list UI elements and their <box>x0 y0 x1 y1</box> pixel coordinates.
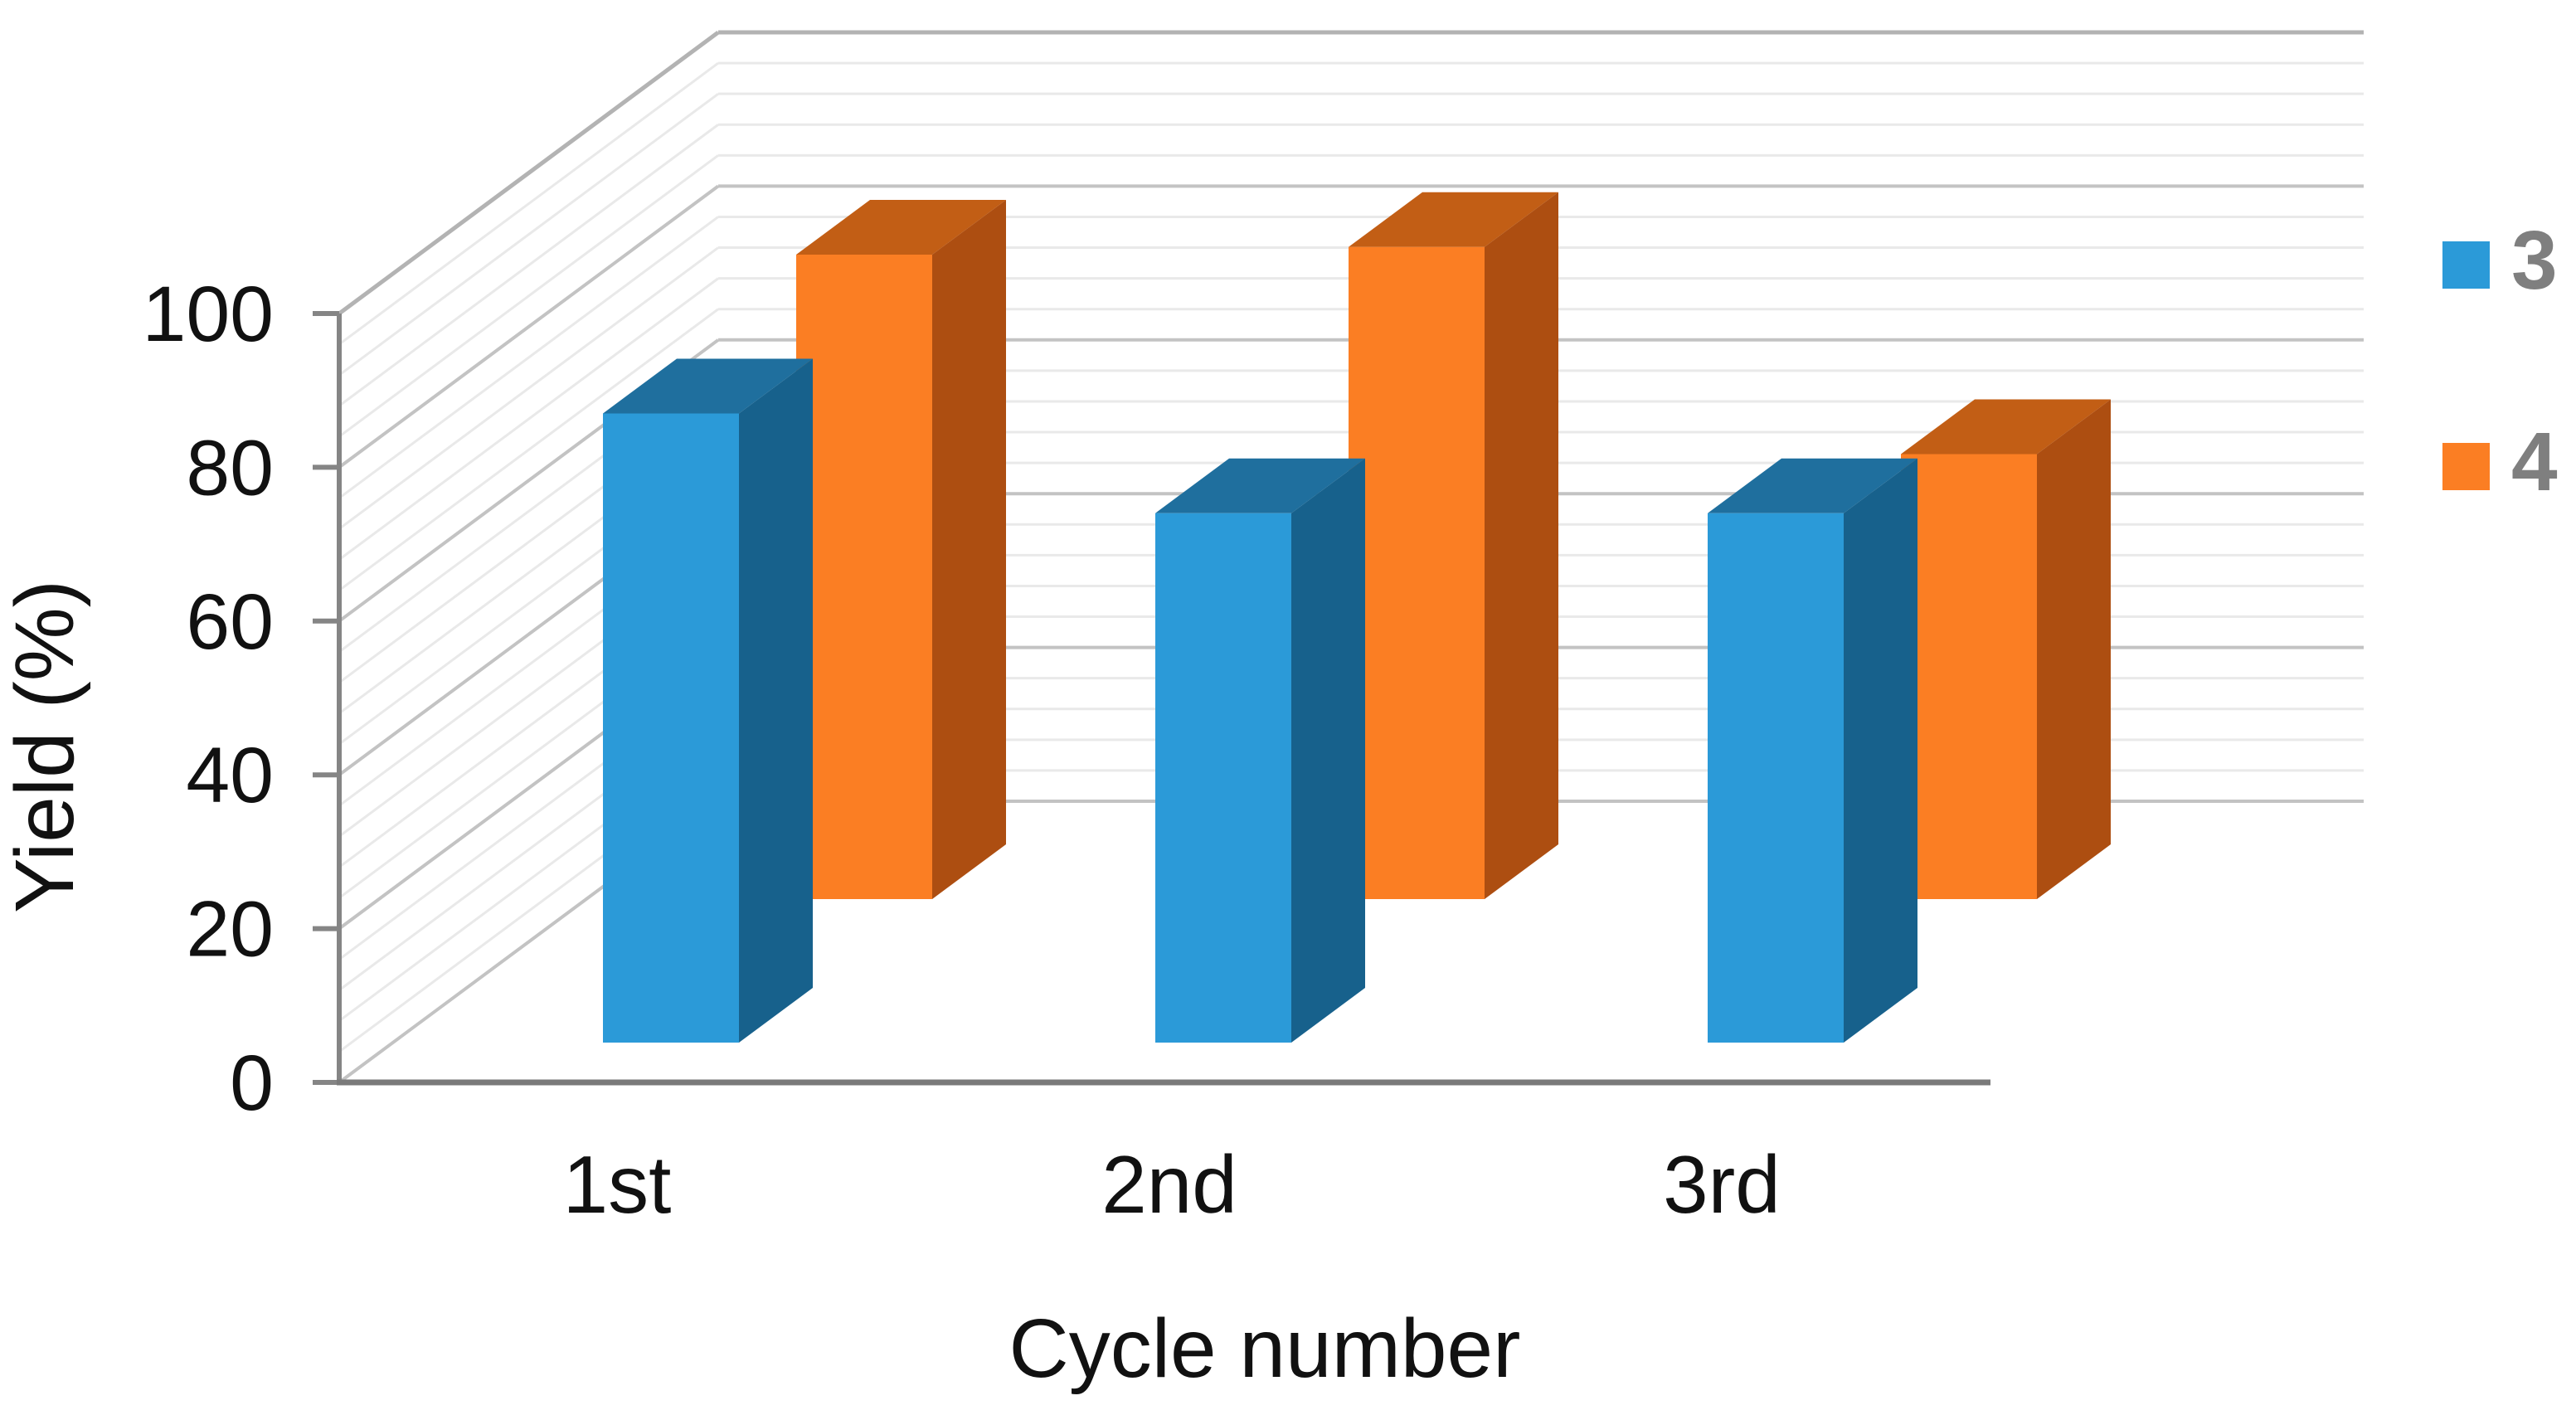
grid-minor-84-leftwall <box>338 154 719 438</box>
bar-side-face <box>1291 458 1365 1043</box>
bar-series3-1st <box>603 358 813 1043</box>
y-tick-label-40: 40 <box>186 732 274 819</box>
y-axis-tick-labels: 0 20 40 60 80 100 <box>142 270 274 1127</box>
y-tick-label-60: 60 <box>186 578 274 666</box>
bar-front-face <box>1349 246 1485 899</box>
bar-top-face <box>603 358 813 414</box>
bar-side-face <box>1485 192 1558 899</box>
bar-series4-2nd <box>1349 192 1558 899</box>
bar-front-face <box>796 255 932 899</box>
y-tick-label-0: 0 <box>230 1039 274 1127</box>
grid-minor-96-leftwall <box>338 61 719 346</box>
bar-front-face <box>603 413 739 1043</box>
bar-series4-1st <box>796 200 1006 899</box>
bar-front-face <box>1901 454 2037 899</box>
y-tick-label-80: 80 <box>186 424 274 512</box>
grid-minor-92-leftwall <box>338 92 719 377</box>
bar-side-face <box>932 200 1006 899</box>
y-axis-title: Yield (%) <box>0 580 91 913</box>
axes <box>313 311 1990 1086</box>
y-tick-label-20: 20 <box>186 886 274 974</box>
bar-top-face <box>1901 399 2111 455</box>
category-label-1st: 1st <box>563 1139 672 1230</box>
legend-swatch-series-4 <box>2442 443 2490 490</box>
legend-swatch-series-3 <box>2442 241 2490 289</box>
legend: 3 4 <box>2442 214 2558 508</box>
bar-series3-2nd <box>1155 458 1365 1043</box>
bar-top-face <box>1708 458 1917 513</box>
category-label-3rd: 3rd <box>1663 1139 1781 1230</box>
category-label-2nd: 2nd <box>1101 1139 1237 1230</box>
bar-side-face <box>2037 399 2111 899</box>
bar-side-face <box>739 358 813 1043</box>
bar-top-face <box>1155 458 1365 513</box>
bar-top-face <box>796 200 1006 255</box>
bar-front-face <box>1708 513 1844 1043</box>
grid-major-100-leftwall <box>338 30 720 316</box>
bars <box>603 192 2111 1043</box>
grid-minor-64-leftwall <box>338 308 719 591</box>
grid-minor-72-leftwall <box>338 246 719 530</box>
legend-label-series-4: 4 <box>2511 416 2558 508</box>
bar-side-face <box>1844 458 1917 1043</box>
bar-series4-3rd <box>1901 399 2111 899</box>
grid-minor-68-leftwall <box>338 277 719 561</box>
legend-label-series-3: 3 <box>2511 214 2558 307</box>
bar-series3-3rd <box>1708 458 1917 1043</box>
bar-top-face <box>1349 192 1558 247</box>
x-axis-title: Cycle number <box>1009 1302 1521 1395</box>
grid-minor-76-leftwall <box>338 216 719 499</box>
grid-minor-88-leftwall <box>338 124 719 407</box>
bar-front-face <box>1155 513 1291 1043</box>
y-tick-label-100: 100 <box>142 270 274 358</box>
grid-major-80-leftwall <box>338 184 720 469</box>
